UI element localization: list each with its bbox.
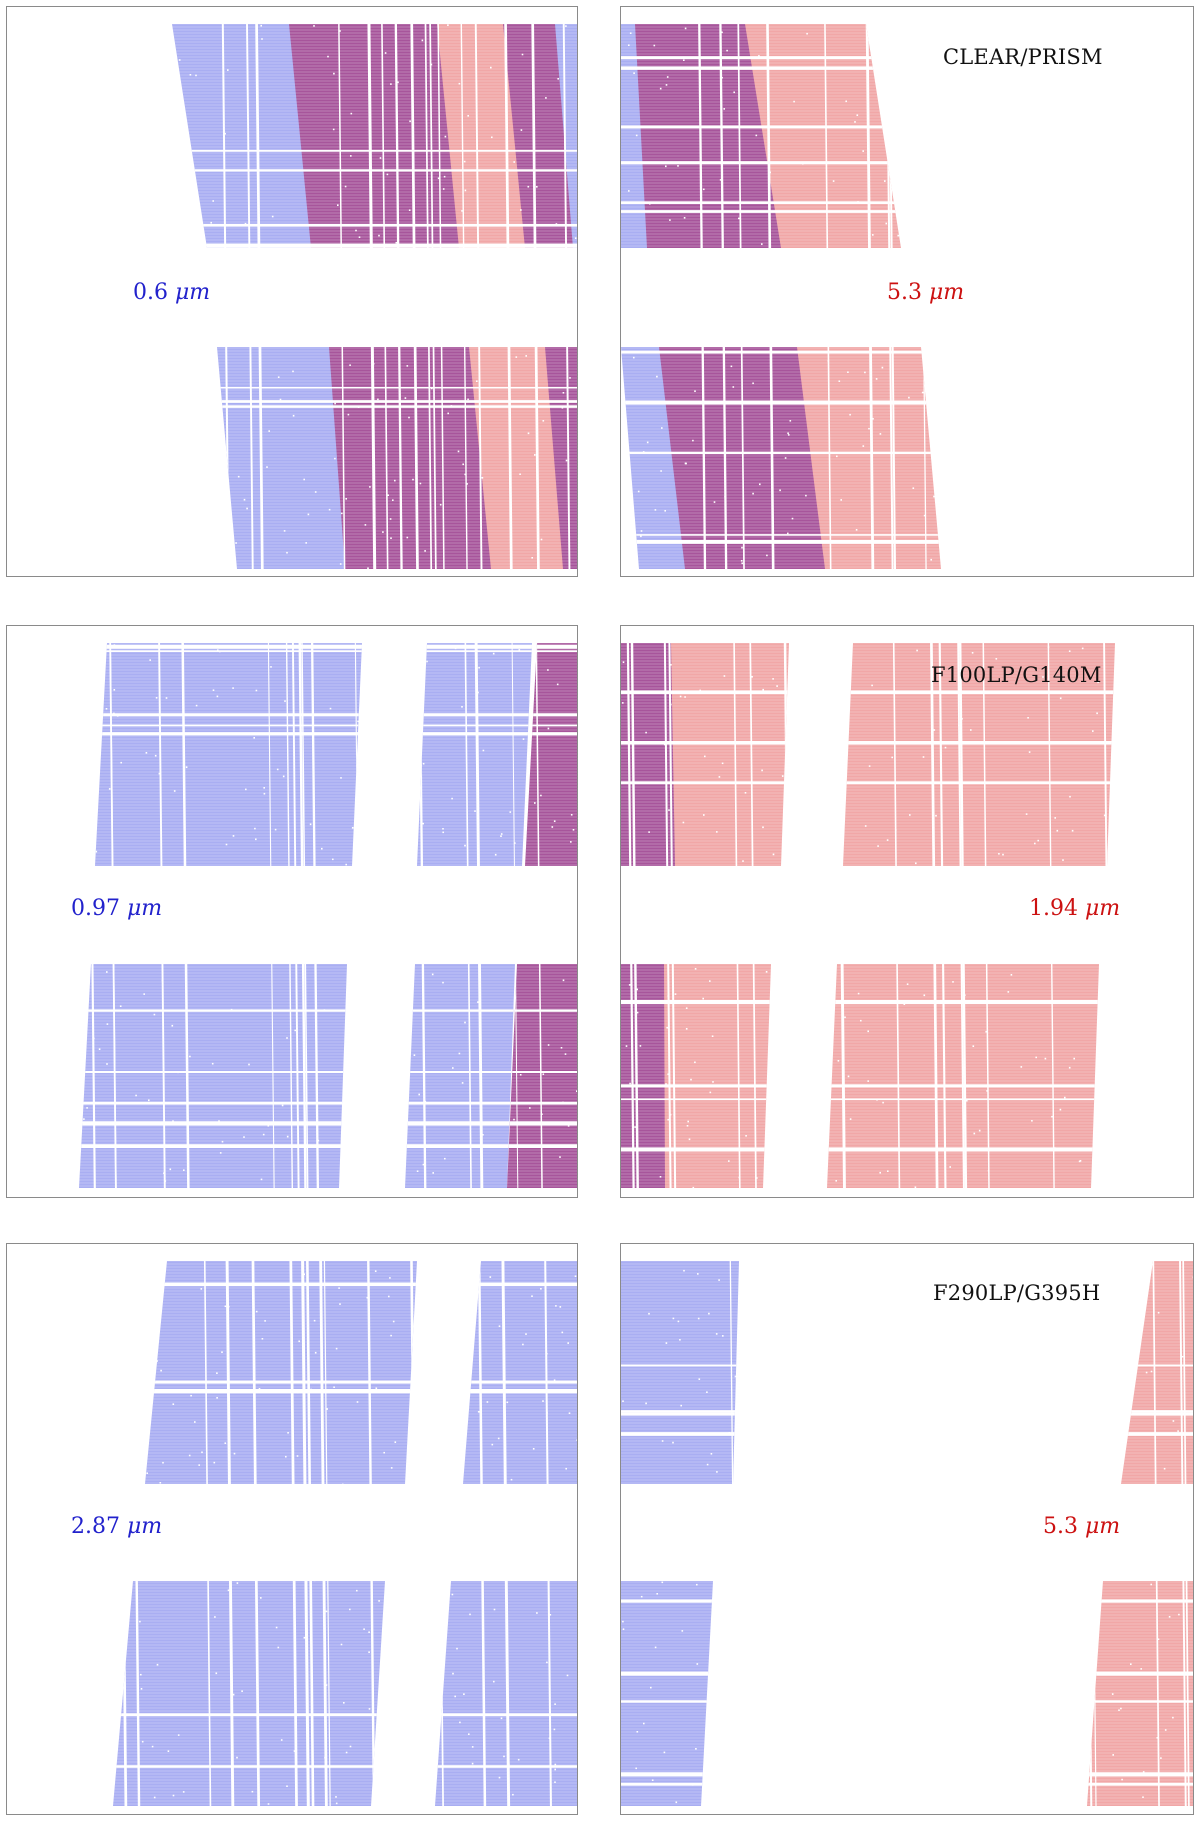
g140m-short-wavelength-value: 0.97: [71, 896, 120, 921]
g140m-left-top-overlap-edge: [525, 643, 577, 866]
g395h-right-top-red-edge: [1121, 1261, 1193, 1484]
prism-long-wavelength-value: 5.3: [887, 280, 922, 305]
g395h-left-bottom-blue-block-2: [435, 1581, 577, 1806]
g140m-long-wavelength-value: 1.94: [1029, 896, 1078, 921]
g140m-right-top-red-block-2: [843, 643, 1115, 866]
g140m-right-spectra: [621, 643, 1115, 1188]
g140m-right-detector-panel: F100LP/G140M 1.94 μm: [620, 625, 1194, 1198]
prism-left-top-blue-edge: [555, 24, 577, 248]
prism-short-wavelength-unit: μm: [175, 280, 211, 305]
prism-left-top-overlap-band: [289, 24, 467, 248]
prism-config-label: CLEAR/PRISM: [943, 45, 1103, 69]
g140m-left-bottom-blue-block: [79, 964, 347, 1188]
g140m-right-bottom-red-block: [664, 964, 771, 1188]
g140m-left-spectra: [79, 643, 577, 1188]
g395h-right-top-blue-block: [621, 1261, 739, 1484]
prism-short-wavelength-label: 0.6 μm: [133, 280, 210, 305]
g140m-right-top-overlap-band: [621, 643, 677, 866]
prism-right-top-overlap-band: [635, 24, 787, 248]
g395h-left-spectra: [113, 1261, 577, 1806]
prism-short-wavelength-value: 0.6: [133, 280, 168, 305]
g395h-short-wavelength-label: 2.87 μm: [71, 1514, 162, 1539]
g395h-right-bottom-blue-block: [621, 1581, 713, 1806]
prism-long-wavelength-label: 5.3 μm: [887, 280, 964, 305]
g140m-short-wavelength-unit: μm: [126, 896, 163, 921]
g395h-left-bottom-blue-block: [113, 1581, 385, 1806]
g395h-config-label: F290LP/G395H: [933, 1281, 1101, 1305]
prism-left-top-red-band: [437, 24, 527, 248]
detector-texture: [79, 643, 577, 1188]
g395h-right-spectra: [621, 1261, 1193, 1806]
g140m-right-bottom-overlap-band: [621, 964, 667, 1188]
g395h-left-detector-panel: 2.87 μm: [6, 1243, 578, 1815]
prism-long-wavelength-unit: μm: [929, 280, 965, 305]
g140m-left-bottom-blue-block-2: [405, 964, 515, 1188]
g395h-long-wavelength-unit: μm: [1085, 1514, 1121, 1539]
prism-left-spectra: [172, 24, 577, 569]
g395h-right-detector-panel: F290LP/G395H 5.3 μm: [620, 1243, 1194, 1815]
prism-left-bottom-overlap-band: [329, 347, 497, 569]
prism-left-top-blue-band: [172, 24, 317, 248]
prism-left-detector-panel: 0.6 μm: [6, 6, 578, 577]
prism-left-top-overlap-band-2: [503, 24, 577, 248]
g140m-long-wavelength-unit: μm: [1084, 896, 1121, 921]
g140m-config-label: F100LP/G140M: [931, 663, 1102, 687]
g140m-long-wavelength-label: 1.94 μm: [1029, 896, 1120, 921]
g395h-short-wavelength-value: 2.87: [71, 1514, 120, 1539]
g395h-long-wavelength-value: 5.3: [1043, 1514, 1078, 1539]
prism-right-top-red-band: [745, 24, 901, 248]
g140m-left-bottom-overlap-edge: [507, 964, 577, 1188]
g140m-right-top-red-block: [671, 643, 789, 866]
g140m-left-top-blue-block: [95, 643, 362, 866]
g395h-short-wavelength-unit: μm: [126, 1514, 163, 1539]
g395h-left-top-blue-block: [145, 1261, 417, 1484]
g140m-left-detector-panel: 0.97 μm: [6, 625, 578, 1198]
prism-right-detector-panel: CLEAR/PRISM 5.3 μm: [620, 6, 1194, 577]
prism-right-spectra: [621, 24, 941, 569]
g395h-left-top-blue-block-2: [463, 1261, 577, 1484]
g140m-left-top-blue-block-2: [417, 643, 532, 866]
g395h-right-bottom-red-edge: [1087, 1581, 1193, 1806]
g395h-long-wavelength-label: 5.3 μm: [1043, 1514, 1120, 1539]
g140m-short-wavelength-label: 0.97 μm: [71, 896, 162, 921]
